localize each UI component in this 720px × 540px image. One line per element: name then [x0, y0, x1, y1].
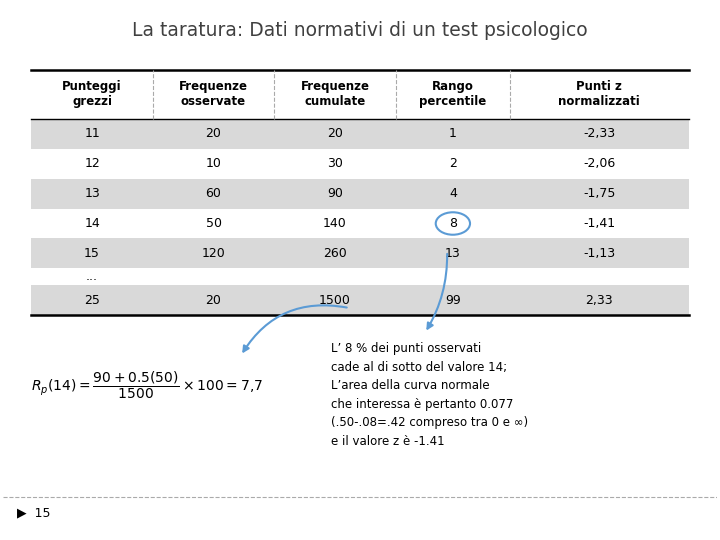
Text: 10: 10 [206, 157, 222, 170]
Text: ▶  15: ▶ 15 [17, 507, 50, 519]
Text: 25: 25 [84, 294, 100, 307]
Bar [32, 70, 688, 119]
Text: 12: 12 [84, 157, 100, 170]
Text: Frequenze
osservate: Frequenze osservate [179, 80, 248, 108]
Text: 1500: 1500 [319, 294, 351, 307]
Text: 120: 120 [202, 247, 225, 260]
Bar [32, 268, 688, 286]
Bar [32, 208, 688, 239]
Bar [32, 179, 688, 208]
Text: Rango
percentile: Rango percentile [419, 80, 487, 108]
Bar [32, 119, 688, 148]
Text: 15: 15 [84, 247, 100, 260]
Text: La taratura: Dati normativi di un test psicologico: La taratura: Dati normativi di un test p… [132, 22, 588, 40]
Text: 140: 140 [323, 217, 347, 230]
Text: -1,13: -1,13 [583, 247, 616, 260]
Bar [32, 239, 688, 268]
Text: 20: 20 [327, 127, 343, 140]
Text: 13: 13 [445, 247, 461, 260]
Text: 260: 260 [323, 247, 347, 260]
Text: 11: 11 [84, 127, 100, 140]
Text: -2,33: -2,33 [583, 127, 616, 140]
Text: 20: 20 [206, 294, 222, 307]
Text: L’ 8 % dei punti osservati
cade al di sotto del valore 14;
L’area della curva no: L’ 8 % dei punti osservati cade al di so… [331, 342, 528, 448]
Text: 50: 50 [205, 217, 222, 230]
Text: 1: 1 [449, 127, 456, 140]
Text: -1,41: -1,41 [583, 217, 616, 230]
Text: ...: ... [86, 271, 98, 284]
Text: 14: 14 [84, 217, 100, 230]
Text: $R_p(14) = \dfrac{90+0.5(50)}{1500} \times 100 = 7{,}7$: $R_p(14) = \dfrac{90+0.5(50)}{1500} \tim… [32, 369, 264, 401]
Text: 2,33: 2,33 [585, 294, 613, 307]
Text: 13: 13 [84, 187, 100, 200]
Text: 2: 2 [449, 157, 456, 170]
Text: 30: 30 [327, 157, 343, 170]
Bar [32, 148, 688, 179]
Text: -1,75: -1,75 [583, 187, 616, 200]
Text: 90: 90 [327, 187, 343, 200]
Text: 20: 20 [206, 127, 222, 140]
Text: Punteggi
grezzi: Punteggi grezzi [62, 80, 122, 108]
Text: 60: 60 [206, 187, 222, 200]
Text: Punti z
normalizzati: Punti z normalizzati [559, 80, 640, 108]
Bar [32, 286, 688, 315]
Text: Frequenze
cumulate: Frequenze cumulate [300, 80, 369, 108]
Text: -2,06: -2,06 [583, 157, 616, 170]
Text: 4: 4 [449, 187, 456, 200]
Text: 99: 99 [445, 294, 461, 307]
Text: 8: 8 [449, 217, 457, 230]
